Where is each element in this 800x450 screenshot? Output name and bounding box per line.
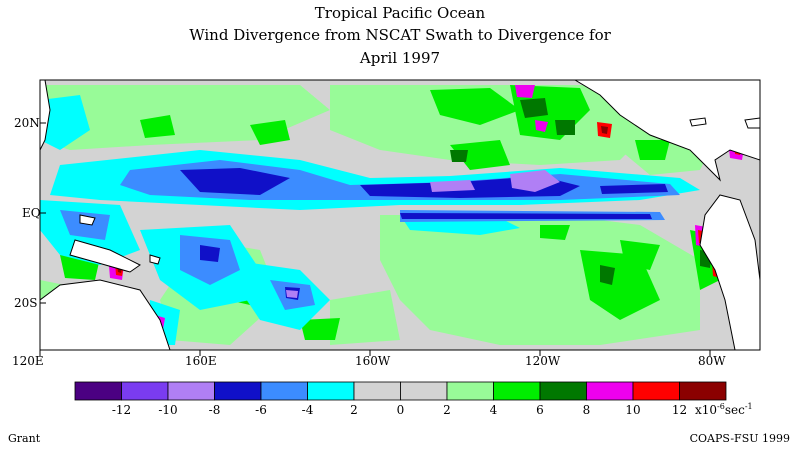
colorbar-bin: [632, 381, 680, 401]
colorbar-bin: [74, 381, 122, 401]
colorbar-tick-label: -6: [255, 403, 267, 417]
colorbar-bin: [307, 381, 355, 401]
lon-label-120e: 120E: [12, 354, 44, 368]
new-guinea-land: [69, 239, 141, 273]
colorbar: [74, 381, 727, 401]
lon-label-160e: 160E: [185, 354, 217, 368]
colorbar-tick-label: 8: [583, 403, 591, 417]
colorbar-bin: [260, 381, 308, 401]
island: [744, 117, 760, 129]
colorbar-tick-label: 12: [672, 403, 687, 417]
colorbar-labels: -12 -10 -8 -6 -4 2 0 2 4 6 8 10 12: [112, 403, 687, 417]
colorbar-bin: [493, 381, 541, 401]
colorbar-bin: [121, 381, 169, 401]
lon-label-80w: 80W: [698, 354, 726, 368]
colorbar-tick-label: 10: [625, 403, 640, 417]
footer-left-credit: Grant: [8, 432, 41, 445]
colorbar-bin: [446, 381, 494, 401]
lon-label-160w: 160W: [355, 354, 391, 368]
colorbar-tick-label: 0: [397, 403, 405, 417]
colorbar-tick-label: -4: [302, 403, 314, 417]
australia-land: [40, 279, 171, 350]
lat-label-20s: 20S: [14, 296, 38, 310]
colorbar-bin: [214, 381, 262, 401]
island: [79, 214, 96, 226]
colorbar-tick-label: 6: [536, 403, 544, 417]
footer-right-credit: COAPS-FSU 1999: [689, 432, 790, 445]
asia-land: [40, 80, 51, 151]
colorbar-tick-label: -8: [209, 403, 221, 417]
map-panel: [40, 80, 760, 350]
title-line-2: Wind Divergence from NSCAT Swath to Dive…: [189, 26, 611, 44]
colorbar-bin: [353, 381, 401, 401]
colorbar-bin: [400, 381, 448, 401]
colorbar-tick-label: 2: [443, 403, 451, 417]
colorbar-bin: [539, 381, 587, 401]
south-america-land: [699, 194, 760, 350]
colorbar-tick-label: -10: [158, 403, 177, 417]
colorbar-unit: x10-6sec-1: [695, 402, 753, 417]
colorbar-bin: [167, 381, 215, 401]
colorbar-tick-label: -12: [112, 403, 131, 417]
lon-label-120w: 120W: [525, 354, 561, 368]
title-line-3: April 1997: [359, 49, 441, 67]
longitude-axis: 120E 160E 160W 120W 80W: [12, 350, 726, 368]
central-america-land: [574, 80, 760, 182]
colorbar-bin: [586, 381, 634, 401]
lat-label-20n: 20N: [14, 116, 40, 130]
island: [689, 117, 707, 127]
colorbar-bin: [679, 381, 727, 401]
lat-label-eq: EQ: [22, 206, 41, 220]
island: [149, 254, 161, 265]
title-line-1: Tropical Pacific Ocean: [314, 4, 486, 22]
latitude-axis: 20N EQ 20S: [14, 116, 46, 310]
colorbar-tick-label: 2: [350, 403, 358, 417]
map-frame: [39, 79, 761, 351]
dark-green-patches: [450, 98, 712, 285]
land-masses: [40, 80, 760, 350]
colorbar-tick-label: 4: [490, 403, 498, 417]
